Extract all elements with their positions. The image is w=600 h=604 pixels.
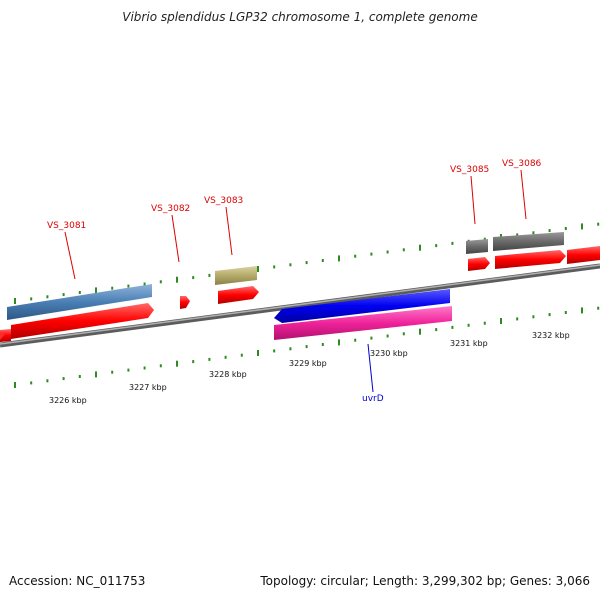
genome-title: Vibrio splendidus LGP32 chromosome 1, co… (122, 10, 478, 24)
genome-summary-text: Topology: circular; Length: 3,299,302 bp… (260, 574, 590, 588)
gene-label-vs3083[interactable]: VS_3083 (204, 196, 243, 206)
gene-label-vs3085[interactable]: VS_3085 (450, 165, 489, 175)
ruler-label: 3232 kbp (532, 331, 570, 340)
genome-backbone (0, 263, 600, 348)
gene-feature[interactable] (0, 332, 5, 340)
ruler-label: 3226 kbp (49, 396, 87, 405)
forward-strand-features (0, 232, 600, 342)
ruler-label: 3227 kbp (129, 383, 167, 392)
gene-feature-vs3081[interactable] (11, 303, 154, 339)
ruler-label: 3230 kbp (370, 349, 408, 358)
gene-labels: VS_3081 VS_3082 VS_3083 VS_3085 VS_3086 … (47, 159, 542, 404)
gene-feature[interactable] (466, 239, 488, 254)
gene-feature[interactable] (7, 284, 152, 320)
ruler-label: 3229 kbp (289, 359, 327, 368)
ruler-labels: 3226 kbp 3227 kbp 3228 kbp 3229 kbp 3230… (49, 331, 570, 405)
upper-tick-row (14, 222, 600, 304)
gene-feature-vs3083[interactable] (215, 266, 257, 285)
gene-feature-vs3086[interactable] (493, 232, 564, 251)
ruler-label: 3228 kbp (209, 370, 247, 379)
ruler-label: 3231 kbp (450, 339, 488, 348)
reverse-strand-features (274, 289, 452, 340)
gene-label-vs3086[interactable]: VS_3086 (502, 159, 542, 169)
accession-text: Accession: NC_011753 (9, 574, 146, 588)
gene-label-uvrd[interactable]: uvrD (362, 394, 384, 404)
gene-feature-vs3082[interactable] (180, 296, 190, 309)
gene-feature[interactable] (567, 246, 600, 264)
gene-feature-uvrd[interactable] (274, 306, 452, 340)
gene-feature[interactable] (0, 329, 11, 342)
ruler-tick-row (14, 306, 600, 388)
gene-feature-uvrd[interactable] (274, 289, 450, 323)
gene-label-vs3081[interactable]: VS_3081 (47, 221, 86, 231)
gene-label-vs3082[interactable]: VS_3082 (151, 204, 190, 214)
gene-feature-vs3085[interactable] (468, 257, 490, 271)
gene-feature-vs3083[interactable] (218, 286, 259, 304)
gene-feature-vs3086[interactable] (495, 250, 566, 269)
label-leader-lines (64, 169, 527, 393)
